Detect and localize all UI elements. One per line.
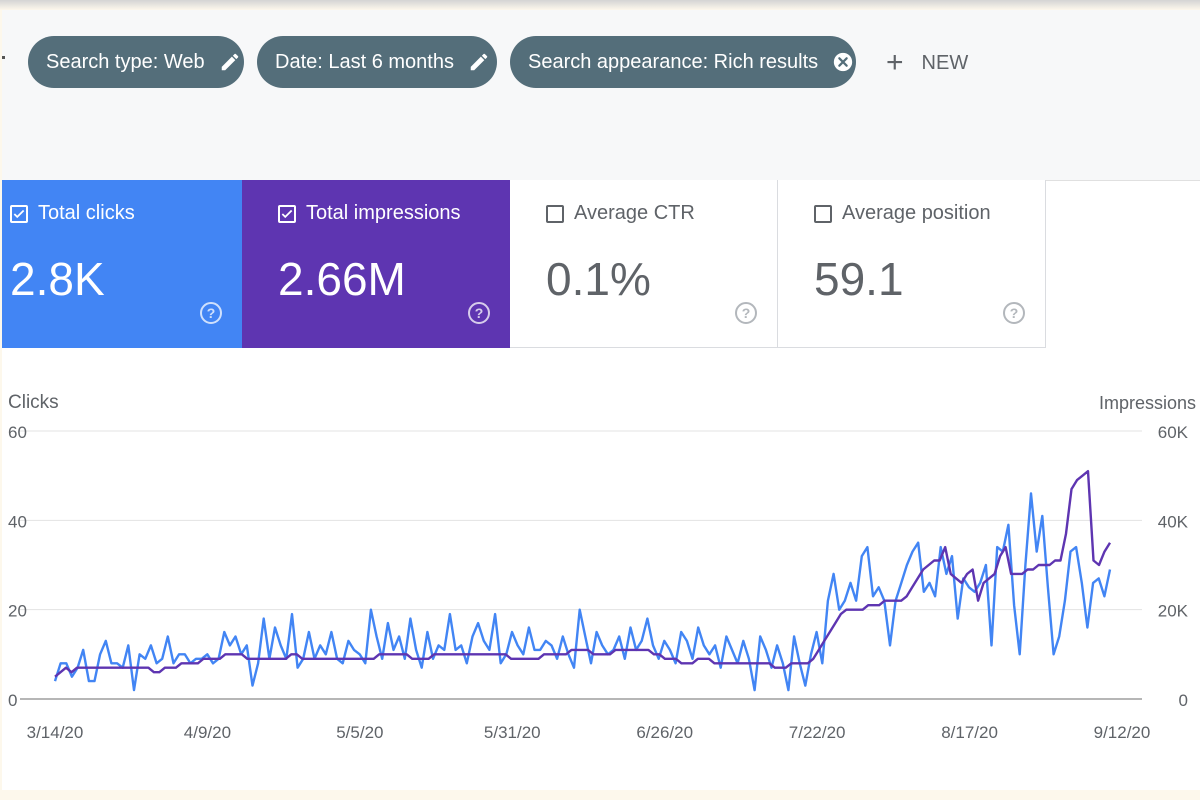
filter-chip-search-appearance[interactable]: Search appearance: Rich results: [510, 36, 856, 88]
x-tick-label: 3/14/20: [27, 723, 84, 742]
metric-value: 0.1%: [546, 253, 651, 305]
x-tick-label: 5/5/20: [336, 723, 383, 742]
metric-label: Total impressions: [306, 202, 461, 224]
metric-value: 2.8K: [10, 253, 105, 305]
checkbox-unchecked-icon[interactable]: [814, 204, 832, 223]
left-tick-label: 20: [8, 602, 27, 621]
right-axis-label: Impressions: [1099, 393, 1196, 413]
metric-value: 2.66M: [278, 253, 406, 305]
help-icon[interactable]: ?: [735, 302, 757, 324]
metric-label: Average CTR: [574, 202, 695, 224]
left-tick-label: 0: [8, 691, 17, 710]
right-tick-label: 0: [1179, 691, 1188, 710]
plus-icon: +: [886, 46, 904, 79]
filter-chip-search-type[interactable]: Search type: Web: [28, 36, 244, 88]
metric-card-total-impressions[interactable]: Total impressions 2.66M ?: [242, 180, 510, 348]
checkbox-unchecked-icon[interactable]: [546, 204, 564, 223]
pencil-icon[interactable]: [219, 51, 241, 73]
x-tick-label: 8/17/20: [941, 723, 998, 742]
filter-chip-label: Search appearance: Rich results: [528, 50, 819, 73]
pencil-icon[interactable]: [468, 51, 490, 73]
metric-value: 59.1: [814, 253, 904, 305]
checkbox-checked-icon[interactable]: [10, 204, 28, 223]
close-circle-icon[interactable]: [832, 51, 854, 73]
help-icon[interactable]: ?: [468, 302, 490, 324]
metric-header: Total impressions: [278, 202, 461, 225]
filter-chip-label: Search type: Web: [46, 50, 205, 73]
impressions-series-line: [54, 470, 1112, 678]
side-mark: [2, 56, 5, 59]
clicks-series-line: [53, 492, 1112, 692]
checkbox-checked-icon[interactable]: [278, 204, 296, 223]
x-tick-label: 7/22/20: [789, 723, 846, 742]
metric-cards: Total clicks 2.8K ? Total impressions 2.…: [2, 180, 1047, 348]
new-filter-button[interactable]: + NEW: [886, 48, 968, 78]
metric-card-average-position[interactable]: Average position 59.1 ?: [778, 180, 1046, 348]
metric-header: Average position: [814, 202, 991, 225]
metric-header: Total clicks: [10, 202, 135, 225]
right-tick-label: 20K: [1158, 602, 1189, 621]
right-tick-label: 40K: [1158, 512, 1189, 531]
filter-chip-date[interactable]: Date: Last 6 months: [257, 36, 497, 88]
bottom-band: [0, 790, 1200, 800]
new-filter-label: NEW: [921, 51, 969, 74]
top-shadow: [0, 0, 1200, 10]
x-tick-label: 5/31/20: [484, 723, 541, 742]
x-tick-label: 6/26/20: [636, 723, 693, 742]
right-tick-label: 60K: [1158, 423, 1189, 442]
metric-label: Average position: [842, 202, 991, 224]
x-tick-label: 9/12/20: [1094, 723, 1151, 742]
left-axis-label: Clicks: [8, 392, 59, 413]
x-tick-label: 4/9/20: [184, 723, 231, 742]
filter-chip-label: Date: Last 6 months: [275, 50, 454, 73]
left-tick-label: 60: [8, 423, 27, 442]
left-tick-label: 40: [8, 512, 27, 531]
metric-header: Average CTR: [546, 202, 695, 225]
help-icon[interactable]: ?: [1003, 302, 1025, 324]
filter-bar: Search type: Web Date: Last 6 months Sea…: [2, 10, 1200, 181]
metric-card-total-clicks[interactable]: Total clicks 2.8K ?: [2, 180, 242, 348]
metric-card-average-ctr[interactable]: Average CTR 0.1% ?: [510, 180, 778, 348]
help-icon[interactable]: ?: [200, 302, 222, 324]
metric-label: Total clicks: [38, 202, 135, 224]
